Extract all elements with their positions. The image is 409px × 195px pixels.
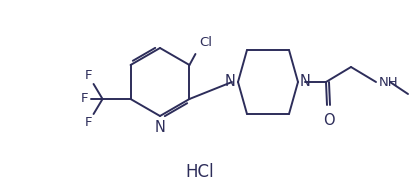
- Text: N: N: [299, 74, 310, 90]
- Text: NH: NH: [378, 75, 398, 89]
- Text: N: N: [154, 120, 165, 135]
- Text: O: O: [322, 113, 334, 128]
- Text: F: F: [81, 92, 88, 105]
- Text: HCl: HCl: [185, 163, 214, 181]
- Text: N: N: [225, 74, 236, 90]
- Text: F: F: [85, 116, 92, 129]
- Text: Cl: Cl: [199, 36, 212, 49]
- Text: F: F: [85, 69, 92, 82]
